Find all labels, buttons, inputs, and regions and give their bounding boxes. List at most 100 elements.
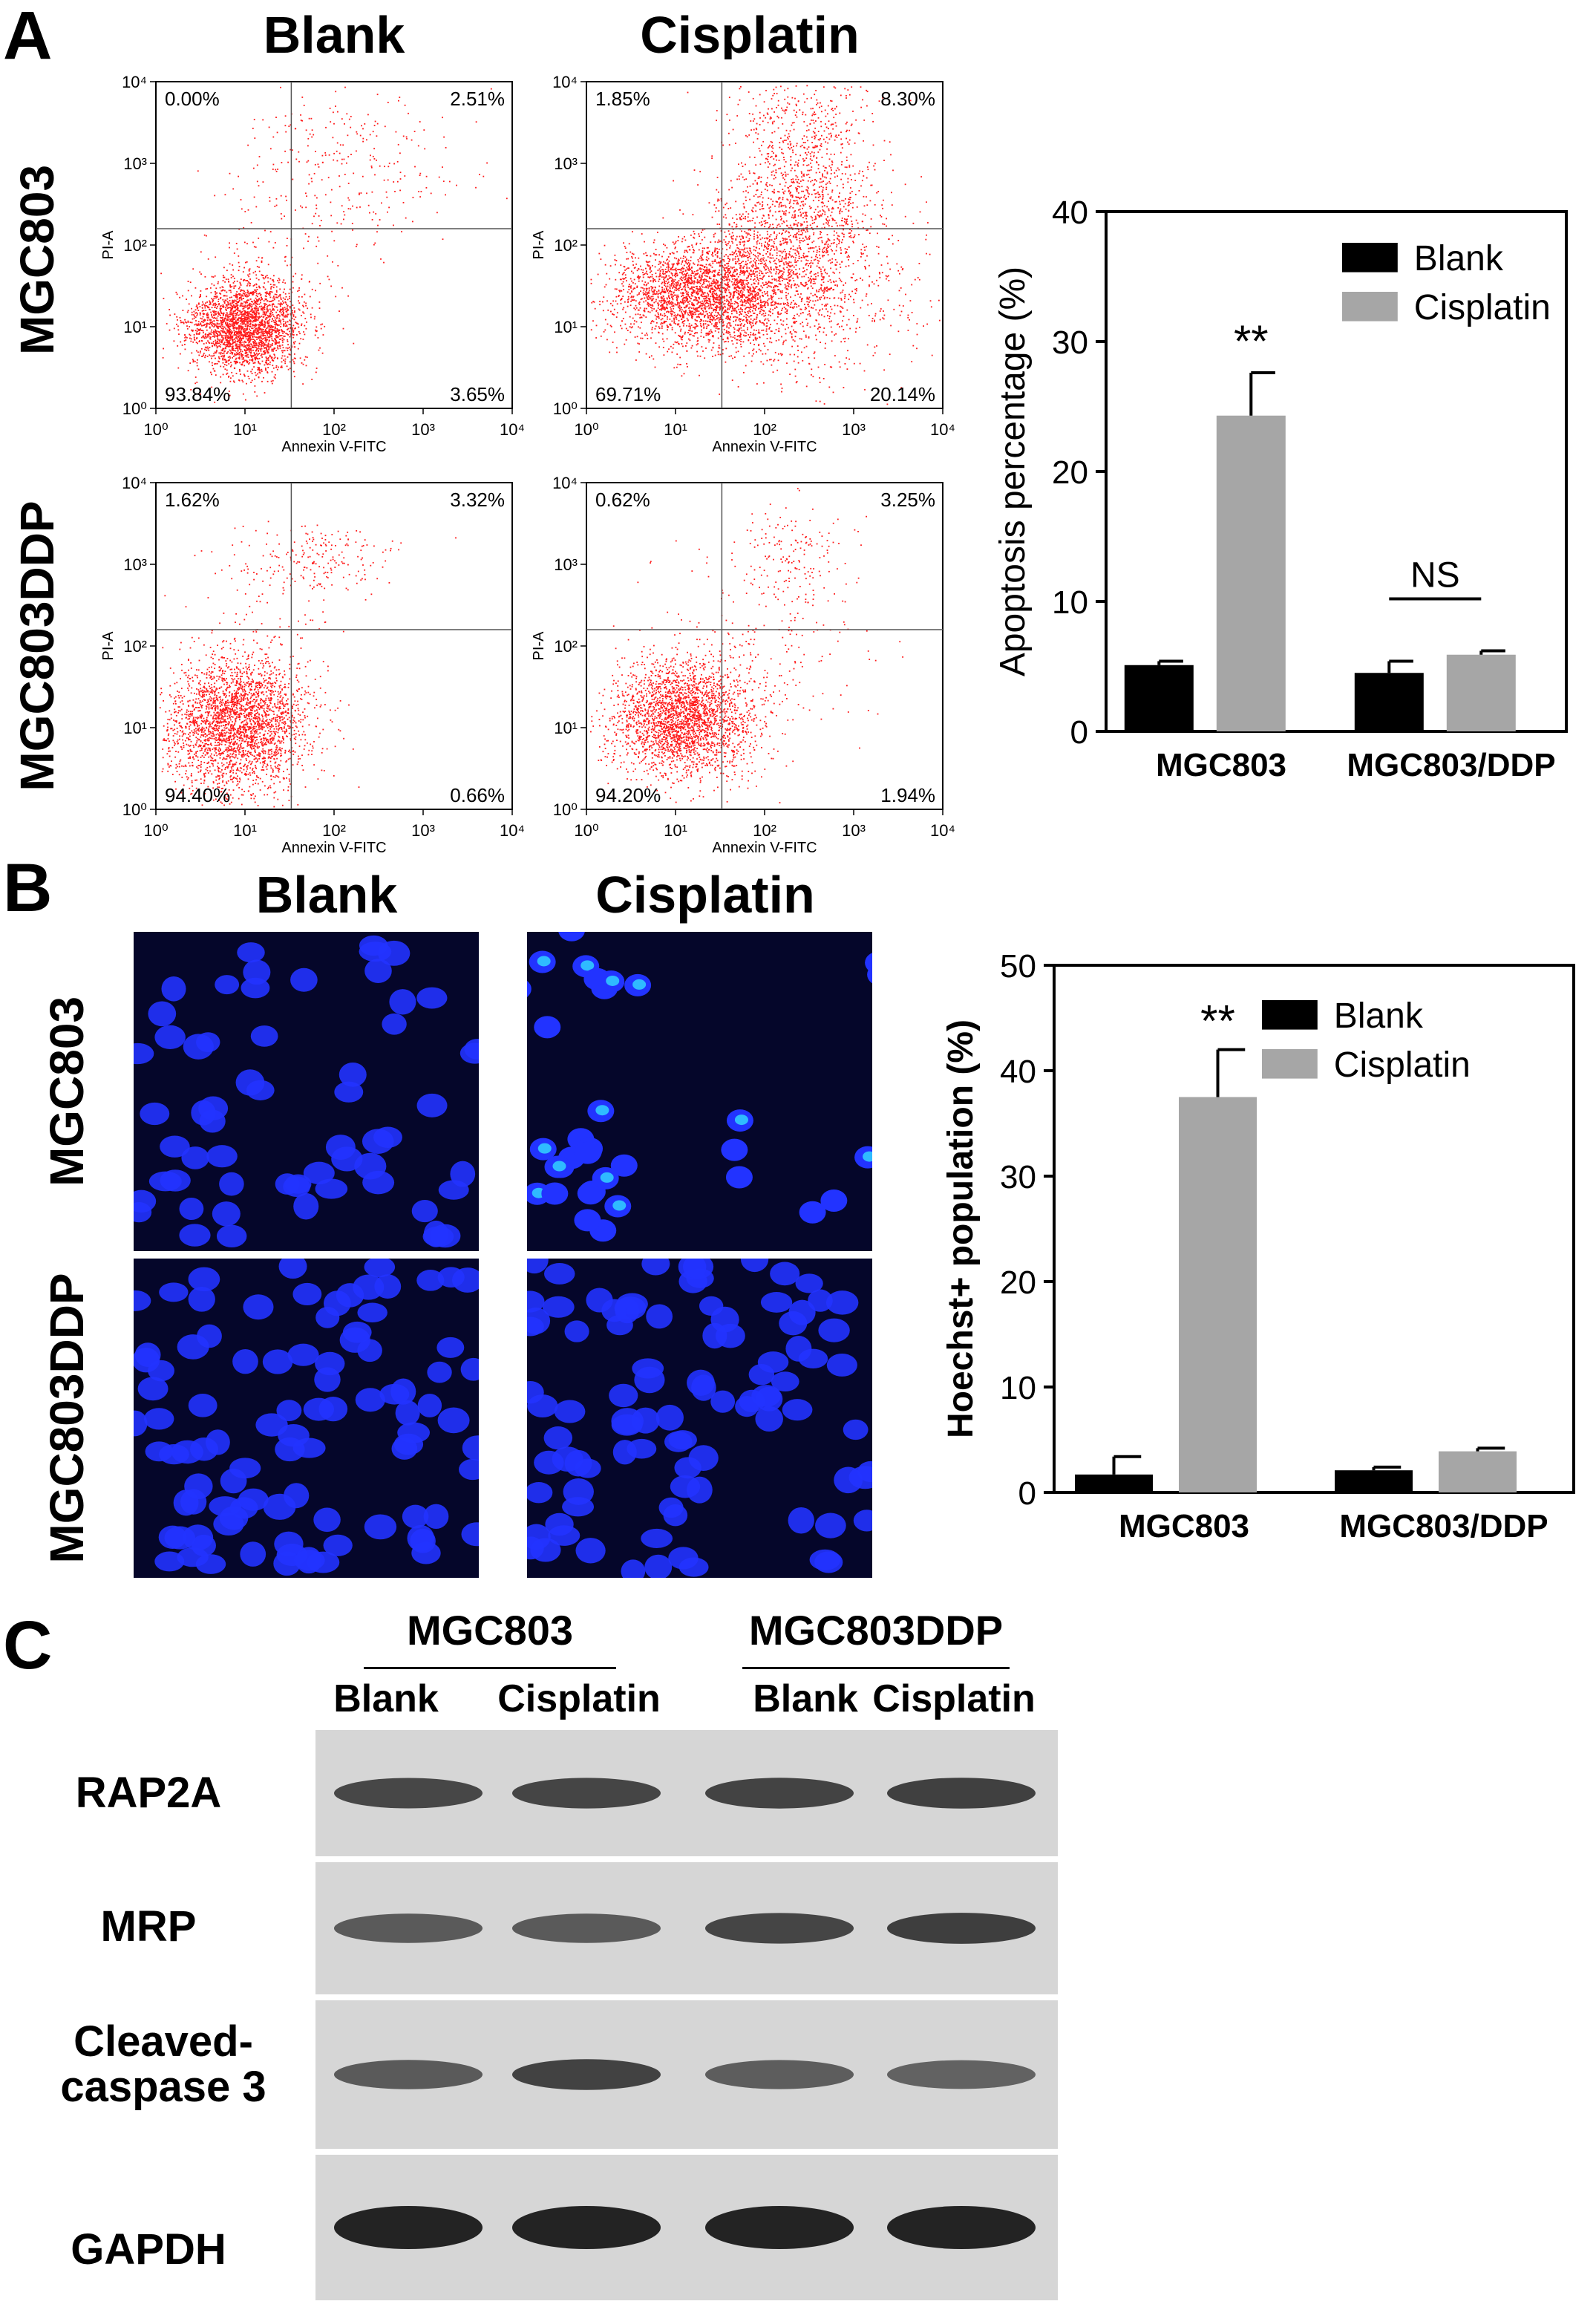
quadrant-value-ur: 3.25%	[880, 489, 935, 511]
nucleus	[220, 1469, 247, 1493]
wb-label-gapdh: GAPDH	[15, 2228, 282, 2273]
y-tick-label: 10²	[554, 236, 578, 255]
y-tick-label: 10¹	[123, 318, 147, 336]
y-tick-label: 30	[1052, 324, 1088, 361]
nucleus	[295, 1547, 322, 1573]
panel-label-c: C	[3, 1611, 52, 1680]
nucleus	[160, 1169, 190, 1191]
nucleus	[290, 968, 318, 992]
nucleus-bright	[612, 1201, 626, 1211]
nucleus	[279, 1259, 307, 1279]
nucleus	[741, 1259, 768, 1272]
col-title-cisplatin-a: Cisplatin	[601, 9, 898, 61]
quadrant-value-ul: 1.62%	[165, 489, 220, 511]
nucleus	[815, 1513, 846, 1538]
nuclei-layer	[527, 932, 872, 1241]
nucleus	[134, 1411, 147, 1437]
quadrant-value-lr: 0.66%	[450, 784, 505, 806]
nuclei-layer	[134, 936, 479, 1247]
band-lane-1	[334, 2206, 483, 2249]
nucleus	[134, 1043, 154, 1064]
nucleus	[389, 989, 416, 1014]
nucleus	[644, 1555, 672, 1578]
flow-plot-area: 0.62%3.25%94.20%1.94%10⁰10⁰10¹10¹10²10²1…	[531, 474, 955, 856]
nucleus	[191, 1100, 215, 1126]
nucleus	[562, 1497, 594, 1516]
x-tick-label: 10²	[322, 420, 346, 439]
band-lane-1	[334, 1913, 483, 1943]
nucleus	[206, 1429, 230, 1455]
y-tick-label: 0	[1070, 714, 1088, 751]
nucleus	[159, 1444, 189, 1464]
nucleus	[854, 1510, 872, 1531]
nucleus	[334, 1082, 363, 1103]
nucleus	[189, 1394, 218, 1417]
y-axis-label: PI-A	[100, 631, 117, 661]
x-tick-label: 10⁴	[930, 420, 955, 439]
nucleus	[315, 1352, 344, 1375]
nucleus	[144, 1408, 174, 1429]
nucleus	[313, 1507, 341, 1532]
nucleus	[180, 1489, 206, 1515]
nucleus	[391, 1437, 417, 1460]
col-title-blank-b: Blank	[178, 869, 475, 921]
nucleus	[154, 1025, 186, 1049]
chart-frame	[1054, 965, 1574, 1492]
significance-marker: **	[1200, 996, 1235, 1046]
nucleus	[219, 1172, 244, 1196]
nucleus	[412, 1200, 438, 1222]
y-tick-label: 30	[1000, 1159, 1036, 1195]
nucleus	[634, 1367, 664, 1394]
nucleus	[810, 1550, 841, 1570]
band-lane-4	[887, 1778, 1036, 1809]
bar-cisplatin-0	[1217, 416, 1286, 731]
nucleus	[374, 1274, 401, 1299]
nucleus	[134, 1290, 151, 1311]
x-tick-label: MGC803	[1156, 747, 1286, 783]
y-axis-label: PI-A	[531, 631, 547, 661]
legend-label-blank: Blank	[1334, 996, 1424, 1036]
flow-plot-frame	[586, 483, 943, 809]
y-tick-label: 10⁴	[552, 474, 578, 492]
nucleus	[641, 1529, 673, 1548]
panel-label-a: A	[3, 1, 52, 70]
legend-swatch-cisplatin	[1342, 292, 1398, 322]
nucleus	[461, 1358, 479, 1381]
x-tick-label: 10⁰	[143, 821, 168, 840]
nucleus	[541, 1182, 568, 1204]
x-tick-label: 10⁴	[930, 821, 955, 840]
wb-group-mgc803: MGC803	[349, 1610, 631, 1651]
ns-label: NS	[1410, 556, 1460, 595]
y-tick-label: 10⁴	[122, 73, 147, 91]
quadrant-value-ur: 8.30%	[880, 88, 935, 110]
wb-lane-3: Blank	[742, 1680, 869, 1718]
col-title-cisplatin-b: Cisplatin	[557, 869, 854, 921]
y-tick-label: 10¹	[123, 719, 147, 737]
x-tick-label: 10²	[753, 420, 776, 439]
nucleus	[357, 1339, 382, 1362]
wb-group-mgc803-line	[364, 1667, 616, 1669]
quadrant-value-lr: 3.65%	[450, 383, 505, 405]
nucleus	[189, 1287, 215, 1312]
quadrant-value-ll: 69.71%	[595, 383, 661, 405]
y-tick-label: 10⁰	[122, 399, 147, 418]
nucleus	[134, 1190, 156, 1213]
nucleus	[364, 1515, 396, 1540]
nucleus	[430, 1224, 460, 1248]
nucleus	[232, 1349, 258, 1374]
quadrant-value-ul: 0.00%	[165, 88, 220, 110]
x-tick-label: 10¹	[664, 420, 687, 439]
band-lane-1	[334, 1778, 483, 1809]
nucleus	[548, 1525, 580, 1546]
nucleus	[544, 1263, 575, 1285]
y-tick-label: 10⁴	[122, 474, 147, 492]
nucleus	[646, 1304, 673, 1328]
nucleus	[565, 1320, 589, 1342]
nucleus	[315, 1178, 348, 1198]
band-lane-4	[887, 2206, 1036, 2249]
